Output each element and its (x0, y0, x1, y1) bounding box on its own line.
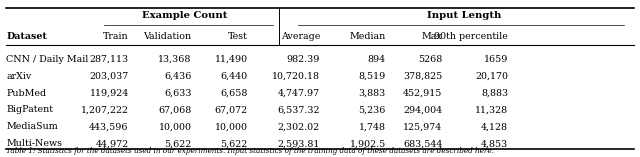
Text: 2,302.02: 2,302.02 (278, 122, 320, 131)
Text: Table 1: Statistics for the datasets used in our experiments. Input statistics o: Table 1: Statistics for the datasets use… (6, 147, 494, 155)
Text: MediaSum: MediaSum (6, 122, 58, 131)
Text: 894: 894 (368, 55, 386, 64)
Text: 13,368: 13,368 (158, 55, 191, 64)
Text: 3,883: 3,883 (358, 89, 386, 97)
Text: 203,037: 203,037 (90, 72, 129, 81)
Text: 11,328: 11,328 (475, 106, 508, 114)
Text: Example Count: Example Count (143, 11, 228, 20)
Text: Test: Test (228, 32, 248, 41)
Text: 11,490: 11,490 (215, 55, 248, 64)
Text: 6,537.32: 6,537.32 (278, 106, 320, 114)
Text: CNN / Daily Mail: CNN / Daily Mail (6, 55, 89, 64)
Text: 8,519: 8,519 (358, 72, 386, 81)
Text: 1659: 1659 (484, 55, 508, 64)
Text: 90th percentile: 90th percentile (435, 32, 508, 41)
Text: 1,902.5: 1,902.5 (349, 139, 386, 148)
Text: 4,128: 4,128 (481, 122, 508, 131)
Text: 1,207,222: 1,207,222 (81, 106, 129, 114)
Text: 20,170: 20,170 (475, 72, 508, 81)
Text: arXiv: arXiv (6, 72, 31, 81)
Text: 5268: 5268 (418, 55, 442, 64)
Text: 5,622: 5,622 (221, 139, 248, 148)
Text: 294,004: 294,004 (403, 106, 442, 114)
Text: 6,440: 6,440 (221, 72, 248, 81)
Text: 378,825: 378,825 (403, 72, 442, 81)
Text: Median: Median (349, 32, 386, 41)
Text: 683,544: 683,544 (403, 139, 442, 148)
Text: 10,720.18: 10,720.18 (272, 72, 320, 81)
Text: 10,000: 10,000 (159, 122, 191, 131)
Text: Input Length: Input Length (427, 11, 502, 20)
Text: BigPatent: BigPatent (6, 106, 53, 114)
Text: 443,596: 443,596 (89, 122, 129, 131)
Text: PubMed: PubMed (6, 89, 47, 97)
Text: Max: Max (422, 32, 442, 41)
Text: 5,236: 5,236 (358, 106, 386, 114)
Text: Validation: Validation (143, 32, 191, 41)
Text: 125,974: 125,974 (403, 122, 442, 131)
Text: 44,972: 44,972 (95, 139, 129, 148)
Text: 287,113: 287,113 (90, 55, 129, 64)
Text: Average: Average (280, 32, 320, 41)
Text: 4,853: 4,853 (481, 139, 508, 148)
Text: 5,622: 5,622 (164, 139, 191, 148)
Text: 4,747.97: 4,747.97 (278, 89, 320, 97)
Text: 67,068: 67,068 (158, 106, 191, 114)
Text: 6,658: 6,658 (221, 89, 248, 97)
Text: Multi-News: Multi-News (6, 139, 63, 148)
Text: Dataset: Dataset (6, 32, 47, 41)
Text: 6,633: 6,633 (164, 89, 191, 97)
Text: Train: Train (103, 32, 129, 41)
Text: 6,436: 6,436 (164, 72, 191, 81)
Text: 1,748: 1,748 (359, 122, 386, 131)
Text: 982.39: 982.39 (287, 55, 320, 64)
Text: 2,593.81: 2,593.81 (278, 139, 320, 148)
Text: 67,072: 67,072 (215, 106, 248, 114)
Text: 452,915: 452,915 (403, 89, 442, 97)
Text: 10,000: 10,000 (215, 122, 248, 131)
Text: 8,883: 8,883 (481, 89, 508, 97)
Text: 119,924: 119,924 (90, 89, 129, 97)
